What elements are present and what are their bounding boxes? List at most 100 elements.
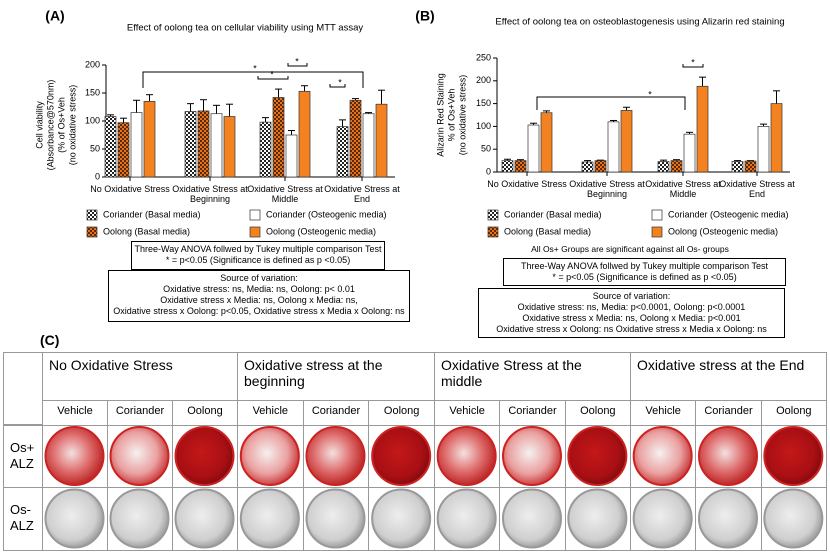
significance-star: * xyxy=(648,89,652,99)
x-tick-label: Oxidative Stress at End xyxy=(719,179,795,199)
legend-swatch xyxy=(86,226,98,238)
sub-header: Oolong xyxy=(760,400,827,426)
y-tick-label: 0 xyxy=(95,171,100,181)
image-cell xyxy=(172,425,238,488)
image-cell xyxy=(302,425,370,488)
image-cell xyxy=(107,487,173,551)
legend-label: Coriander (Basal media) xyxy=(103,209,201,219)
image-cell xyxy=(434,425,501,488)
note-line: Source of variation: xyxy=(592,291,671,301)
sub-header: Vehicle xyxy=(434,400,501,426)
note-line: Oxidative stress x Media: ns, Oolong x M… xyxy=(522,313,741,323)
bar xyxy=(285,134,298,178)
image-cell xyxy=(564,425,631,488)
note-line: * = p<0.05 (Significance is defined as p… xyxy=(552,272,737,282)
sub-header: Vehicle xyxy=(237,400,304,426)
significance-star: * xyxy=(338,77,342,87)
image-cell xyxy=(172,487,238,551)
y-tick-label: 200 xyxy=(476,75,491,85)
image-cell xyxy=(237,425,304,488)
image-cell xyxy=(368,487,435,551)
sub-header: Vehicle xyxy=(630,400,697,426)
x-tick-label: No Oxidative Stress xyxy=(487,179,567,189)
y-tick-label: 150 xyxy=(476,98,491,108)
bar xyxy=(143,101,156,178)
sub-header: Coriander xyxy=(302,400,370,426)
chart-title: Effect of oolong tea on osteoblastogenes… xyxy=(495,17,784,28)
legend-label: Oolong (Osteogenic media) xyxy=(668,226,778,236)
sub-header: Oolong xyxy=(564,400,631,426)
note-box: Source of variation: Oxidative stress: ns… xyxy=(108,270,410,322)
sub-header: Oolong xyxy=(368,400,435,426)
bar xyxy=(683,133,696,173)
note-box: Source of variation: Oxidative stress: ns… xyxy=(478,288,785,338)
bar xyxy=(501,160,514,173)
image-cell xyxy=(499,425,566,488)
note-line: Source of variation: xyxy=(220,273,298,283)
y-tick-label: 250 xyxy=(476,52,491,62)
significance-bracket xyxy=(142,71,364,88)
y-tick-label: 200 xyxy=(85,59,100,69)
note-line: Three-Way ANOVA follwed by Tukey multipl… xyxy=(134,244,382,254)
y-axis-label: Alizarin Red Staining xyxy=(435,73,445,157)
bar xyxy=(210,113,223,178)
x-tick-label: Oxidative Stress at Middle xyxy=(645,179,721,199)
note-remark: All Os+ Groups are significant against a… xyxy=(531,244,729,254)
y-tick-label: 150 xyxy=(85,87,100,97)
bar xyxy=(104,116,117,178)
significance-bracket xyxy=(682,64,704,68)
image-cell xyxy=(499,487,566,551)
significance-bracket xyxy=(257,76,289,80)
bar xyxy=(197,110,210,178)
legend-label: Oolong (Basal media) xyxy=(504,226,591,236)
bar xyxy=(184,111,197,178)
note-line: Oxidative stress: ns, Media: ns, Oolong:… xyxy=(163,284,355,294)
y-tick-label: 0 xyxy=(486,166,491,176)
group-header: Oxidative stress at the beginning xyxy=(237,352,435,401)
image-cell xyxy=(760,487,827,551)
legend-swatch xyxy=(487,209,499,221)
bar xyxy=(670,160,683,173)
significance-bracket xyxy=(329,84,346,88)
note-line: * = p<0.05 (Significance is defined as p… xyxy=(165,255,351,265)
image-cell xyxy=(630,425,697,488)
legend-swatch xyxy=(249,226,261,238)
y-tick-label: 100 xyxy=(476,121,491,131)
bar xyxy=(696,85,709,173)
x-tick-label: Oxidative Stress at Beginning xyxy=(172,184,248,204)
bar xyxy=(514,160,527,173)
bar xyxy=(272,97,285,178)
group-header: Oxidative Stress at the middle xyxy=(434,352,631,401)
chart-title: Effect of oolong tea on cellular viabili… xyxy=(127,23,363,34)
row-label: Os- ALZ xyxy=(3,487,43,551)
group-header: Oxidative stress at the End xyxy=(630,352,827,401)
sub-header: Vehicle xyxy=(42,400,108,426)
bar xyxy=(620,110,633,173)
image-cell xyxy=(237,487,304,551)
bar xyxy=(594,160,607,173)
bar xyxy=(757,126,770,173)
legend-swatch xyxy=(651,209,663,221)
bar xyxy=(540,112,553,173)
bar xyxy=(770,103,783,173)
bar xyxy=(657,161,670,173)
y-axis-label: Cell viability xyxy=(34,101,44,149)
bar xyxy=(223,116,236,178)
image-cell xyxy=(42,487,108,551)
y-axis-label: (% of Os+Veh xyxy=(56,97,66,153)
y-tick-label: 100 xyxy=(85,115,100,125)
note-box: Three-Way ANOVA follwed by Tukey multipl… xyxy=(503,258,786,286)
y-axis-label: (no oxidative stress) xyxy=(67,85,77,166)
sub-header: Coriander xyxy=(695,400,762,426)
legend-label: Oolong (Osteogenic media) xyxy=(266,226,376,236)
image-cell xyxy=(564,487,631,551)
note-line: Oxidative stress: ns, Media: p<0.0001, O… xyxy=(517,302,746,312)
legend-swatch xyxy=(86,209,98,221)
bar xyxy=(581,161,594,173)
bar xyxy=(375,103,388,178)
group-header: No Oxidative Stress xyxy=(42,352,238,401)
legend-label: Coriander (Osteogenic media) xyxy=(668,209,789,219)
sub-header: Coriander xyxy=(107,400,173,426)
panel-label: (C) xyxy=(40,332,60,348)
bar xyxy=(259,121,272,178)
